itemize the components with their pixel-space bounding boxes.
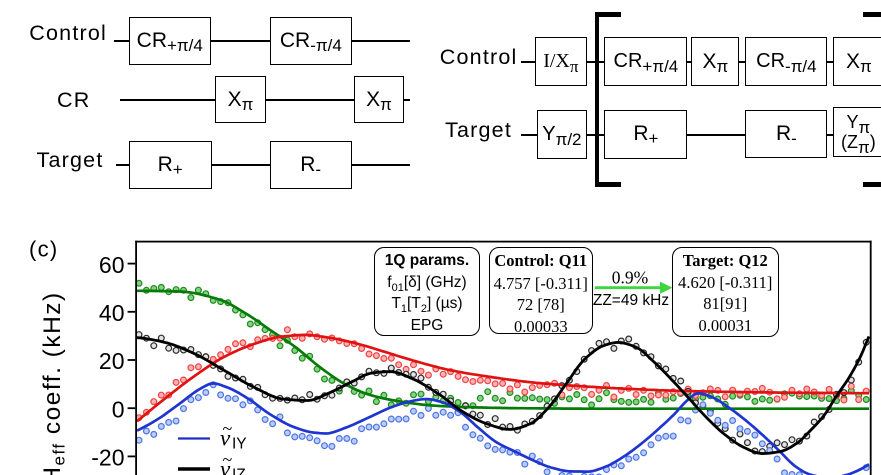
svg-text:IY: IY <box>232 436 247 453</box>
svg-text:Heff coeff. (kHz): Heff coeff. (kHz) <box>39 291 69 475</box>
svg-text:(c): (c) <box>29 237 59 262</box>
svg-text:ν: ν <box>220 457 231 475</box>
svg-text:-20: -20 <box>91 445 124 471</box>
svg-text:~: ~ <box>223 419 233 439</box>
svg-text:0: 0 <box>112 396 125 422</box>
svg-text:40: 40 <box>99 300 125 326</box>
svg-text:60: 60 <box>99 252 125 278</box>
svg-text:20: 20 <box>99 348 125 374</box>
svg-text:~: ~ <box>223 450 233 470</box>
svg-text:0.9%: 0.9% <box>612 268 648 288</box>
svg-text:ZZ=49 kHz: ZZ=49 kHz <box>593 292 669 309</box>
svg-text:IZ: IZ <box>232 467 246 475</box>
svg-text:ν: ν <box>220 426 231 451</box>
